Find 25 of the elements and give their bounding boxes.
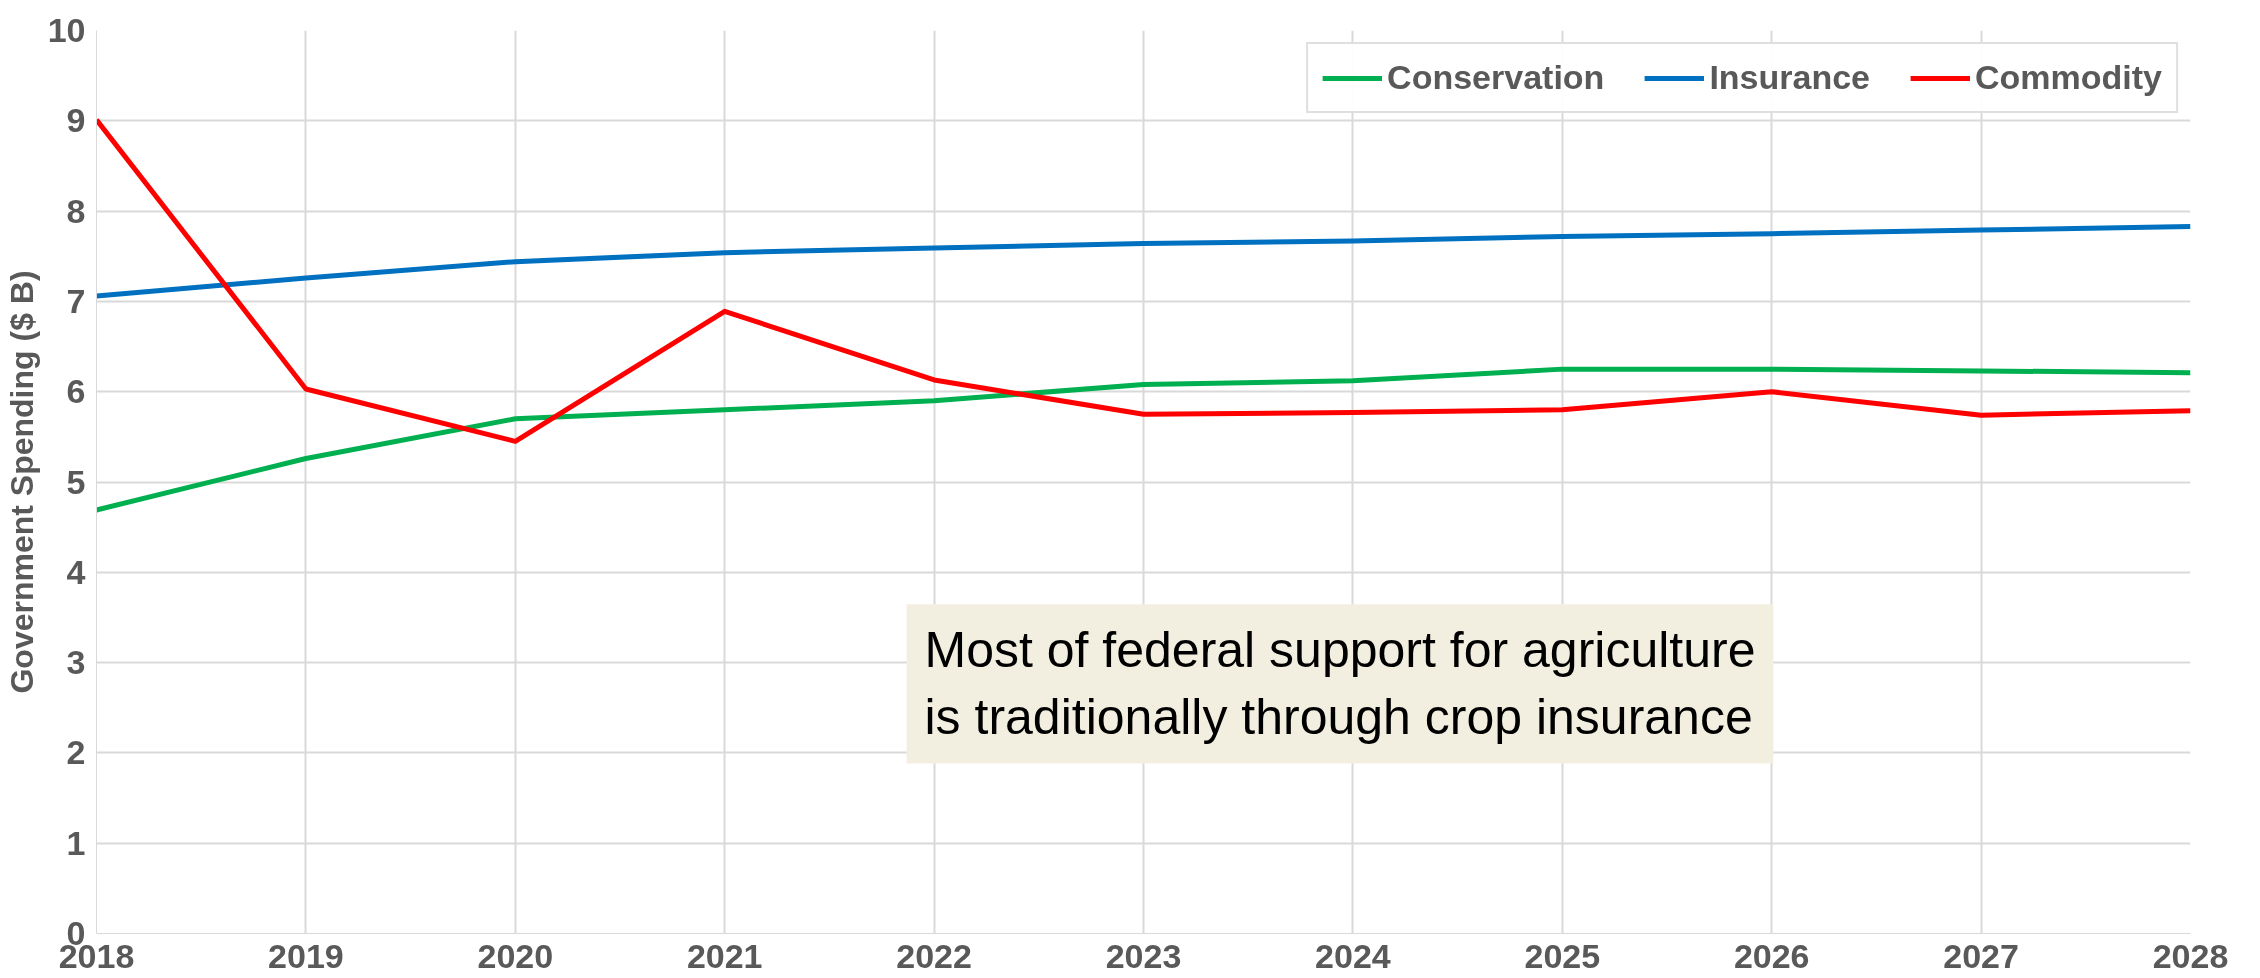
x-tick-label: 2020 — [477, 936, 554, 975]
y-tick-label: 2 — [66, 733, 86, 772]
y-tick-label: 9 — [66, 101, 86, 140]
y-tick-label: 3 — [66, 643, 86, 682]
y-tick-label: 7 — [66, 281, 86, 320]
legend-label: Commodity — [1975, 58, 2162, 97]
x-tick-label: 2025 — [1524, 936, 1601, 975]
y-tick-label: 1 — [66, 823, 86, 862]
x-tick-label: 2028 — [2152, 936, 2229, 975]
x-tick-label: 2026 — [1733, 936, 1810, 975]
y-tick-label: 10 — [47, 11, 86, 49]
y-tick-label: 6 — [66, 372, 86, 411]
x-tick-label: 2022 — [896, 936, 972, 975]
legend-label: Conservation — [1387, 58, 1605, 97]
legend-label: Insurance — [1709, 58, 1870, 97]
annotation: Most of federal support for agriculture is traditionally through crop insurance — [924, 622, 1756, 746]
y-tick-label: 5 — [66, 462, 86, 501]
y-tick-label: 8 — [66, 191, 86, 230]
y-axis-title: Government Spending ($ B) — [3, 270, 40, 694]
x-tick-label: 2023 — [1105, 936, 1182, 975]
y-tick-label: 4 — [66, 552, 86, 591]
x-tick-label: 2024 — [1315, 936, 1391, 975]
x-tick-label: 2021 — [686, 936, 763, 975]
x-tick-label: 2027 — [1943, 936, 2019, 975]
x-tick-label: 2019 — [268, 936, 344, 975]
